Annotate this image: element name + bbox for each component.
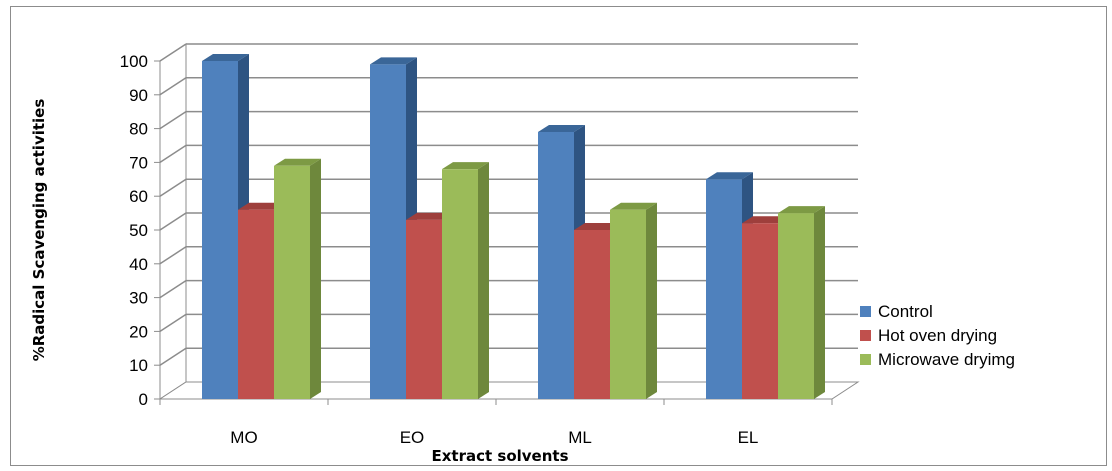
bar (274, 158, 321, 399)
y-tick-label: 100 (120, 52, 148, 71)
bar-top (574, 223, 621, 230)
bar-top (610, 202, 657, 210)
y-tick-label: 90 (129, 86, 148, 105)
y-axis-title: %Radical Scavenging activities (30, 99, 48, 362)
legend-item: Microwave dryimg (860, 350, 1015, 369)
x-tick-label: MO (230, 428, 257, 447)
x-axis-ticks: MO EO ML EL (159, 399, 833, 447)
bar-top (706, 172, 753, 180)
bar-front (610, 209, 646, 399)
bar-top (202, 54, 249, 61)
bar-top (370, 57, 417, 65)
gridline-depth (159, 144, 187, 164)
bar-front (274, 165, 310, 399)
gridline-depth (159, 347, 187, 366)
bars (202, 54, 825, 400)
bar-top (742, 216, 789, 224)
y-tick-label: 50 (129, 221, 148, 240)
bar-front (538, 131, 574, 400)
x-tick-label: EL (738, 428, 759, 447)
bar-top (538, 124, 585, 132)
bar-top (238, 202, 285, 210)
legend-swatch (860, 330, 871, 341)
gridline-depth (159, 178, 187, 197)
gridline-depth (159, 246, 187, 265)
bar-front (238, 209, 274, 399)
bar-top (778, 206, 825, 214)
gridline-depth (159, 77, 187, 96)
bar-front (202, 61, 238, 399)
y-tick-label: 30 (129, 289, 148, 308)
legend-swatch (860, 354, 871, 365)
legend: Control Hot oven drying Microwave dryimg (860, 302, 1015, 369)
x-tick-label: ML (568, 428, 592, 447)
bar-front (574, 230, 610, 399)
bar-front (442, 169, 478, 399)
y-tick-label: 70 (129, 153, 148, 172)
gridline-depth (159, 279, 187, 299)
y-tick-label: 60 (129, 187, 148, 206)
bar-top (274, 158, 321, 166)
bar-top (406, 212, 453, 220)
legend-swatch (860, 306, 871, 317)
bar-top (442, 162, 489, 170)
bar-front (742, 223, 778, 399)
legend-label: Hot oven drying (878, 326, 997, 345)
gridline-depth (159, 212, 187, 231)
y-tick-label: 80 (129, 120, 148, 139)
y-tick-label: 20 (129, 322, 148, 341)
bar-front (706, 179, 742, 399)
x-tick-label: EO (400, 428, 425, 447)
legend-item: Control (860, 302, 933, 321)
bar (610, 202, 657, 399)
bar-front (370, 64, 406, 399)
bar-front (406, 219, 442, 399)
legend-label: Microwave dryimg (878, 350, 1015, 369)
y-tick-label: 40 (129, 255, 148, 274)
bar-side (310, 158, 321, 399)
gridline-depth (159, 110, 187, 130)
y-axis-ticks: 0 10 20 30 40 50 60 70 80 90 100 (120, 52, 161, 409)
gridline-depth (159, 43, 187, 62)
bar-side (814, 206, 825, 399)
legend-item: Hot oven drying (860, 326, 997, 345)
bar (442, 162, 489, 399)
x-axis-title: Extract solvents (432, 447, 569, 465)
bar (778, 206, 825, 399)
gridline-depth (159, 313, 187, 333)
bar-front (778, 213, 814, 399)
bar-side (646, 202, 657, 399)
y-tick-label: 0 (139, 390, 148, 409)
y-tick-label: 10 (129, 356, 148, 375)
bar-side (478, 162, 489, 399)
legend-label: Control (878, 302, 933, 321)
